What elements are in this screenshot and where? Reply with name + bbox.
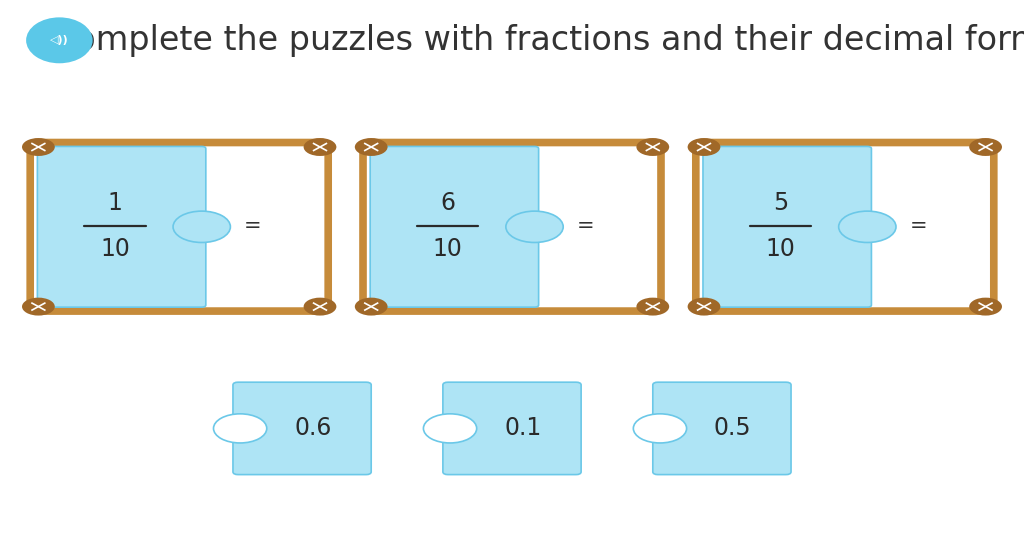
Text: 5: 5: [773, 192, 788, 215]
Circle shape: [636, 138, 670, 156]
Circle shape: [22, 298, 54, 316]
Ellipse shape: [27, 17, 92, 63]
Text: 10: 10: [766, 237, 796, 261]
Text: 0.5: 0.5: [714, 417, 752, 440]
Text: =: =: [909, 216, 928, 236]
Text: =: =: [244, 216, 262, 236]
Text: ◁)): ◁)): [50, 35, 69, 45]
Circle shape: [424, 414, 477, 443]
Circle shape: [636, 298, 670, 316]
Text: =: =: [577, 216, 595, 236]
FancyBboxPatch shape: [37, 147, 206, 307]
Circle shape: [354, 298, 388, 316]
Circle shape: [354, 138, 388, 156]
Text: 6: 6: [440, 192, 456, 215]
FancyBboxPatch shape: [362, 142, 662, 311]
Circle shape: [839, 211, 896, 242]
Circle shape: [303, 298, 336, 316]
Circle shape: [969, 298, 1001, 316]
Text: 0.1: 0.1: [504, 417, 542, 440]
Circle shape: [213, 414, 266, 443]
Circle shape: [173, 211, 230, 242]
Circle shape: [688, 298, 721, 316]
FancyBboxPatch shape: [371, 147, 539, 307]
Circle shape: [969, 138, 1001, 156]
Circle shape: [303, 138, 336, 156]
FancyBboxPatch shape: [30, 142, 328, 311]
Text: 0.6: 0.6: [294, 417, 332, 440]
FancyBboxPatch shape: [653, 382, 791, 475]
Circle shape: [22, 138, 54, 156]
Text: 10: 10: [433, 237, 463, 261]
FancyBboxPatch shape: [702, 147, 871, 307]
Circle shape: [688, 138, 721, 156]
FancyBboxPatch shape: [442, 382, 582, 475]
Text: Complete the puzzles with fractions and their decimal form: Complete the puzzles with fractions and …: [52, 24, 1024, 57]
FancyBboxPatch shape: [232, 382, 371, 475]
Circle shape: [506, 211, 563, 242]
Circle shape: [633, 414, 686, 443]
FancyBboxPatch shape: [696, 142, 993, 311]
Text: 1: 1: [108, 192, 123, 215]
Text: 10: 10: [100, 237, 130, 261]
